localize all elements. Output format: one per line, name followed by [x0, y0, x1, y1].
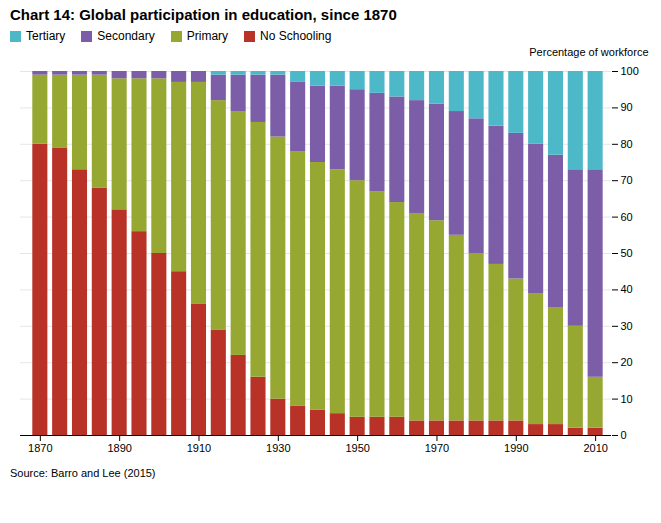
svg-text:Percentage of workforce: Percentage of workforce	[529, 46, 648, 58]
svg-text:1950: 1950	[345, 442, 369, 454]
svg-text:50: 50	[621, 247, 633, 259]
svg-text:80: 80	[621, 138, 633, 150]
svg-text:0: 0	[621, 429, 627, 441]
svg-text:40: 40	[621, 283, 633, 295]
svg-text:30: 30	[621, 320, 633, 332]
svg-text:1990: 1990	[504, 442, 528, 454]
svg-text:1910: 1910	[187, 442, 211, 454]
svg-text:2010: 2010	[583, 442, 607, 454]
html-text:No Schooling: No Schooling	[260, 29, 332, 43]
svg-text:1930: 1930	[266, 442, 290, 454]
svg-text:60: 60	[621, 211, 633, 223]
svg-text:1870: 1870	[28, 442, 52, 454]
html-text:Primary: Primary	[186, 29, 229, 43]
svg-text:10: 10	[621, 393, 633, 405]
html-text:Chart 14: Global participation: Chart 14: Global participation in educat…	[10, 6, 397, 23]
html-text:Tertiary: Tertiary	[26, 29, 66, 43]
svg-text:20: 20	[621, 356, 633, 368]
svg-text:90: 90	[621, 101, 633, 113]
html-text:Source: Barro and Lee (2015): Source: Barro and Lee (2015)	[10, 467, 156, 479]
svg-text:1890: 1890	[107, 442, 131, 454]
svg-text:100: 100	[621, 65, 639, 77]
svg-text:1970: 1970	[425, 442, 449, 454]
svg-text:70: 70	[621, 174, 633, 186]
html-text:Secondary: Secondary	[97, 29, 155, 43]
